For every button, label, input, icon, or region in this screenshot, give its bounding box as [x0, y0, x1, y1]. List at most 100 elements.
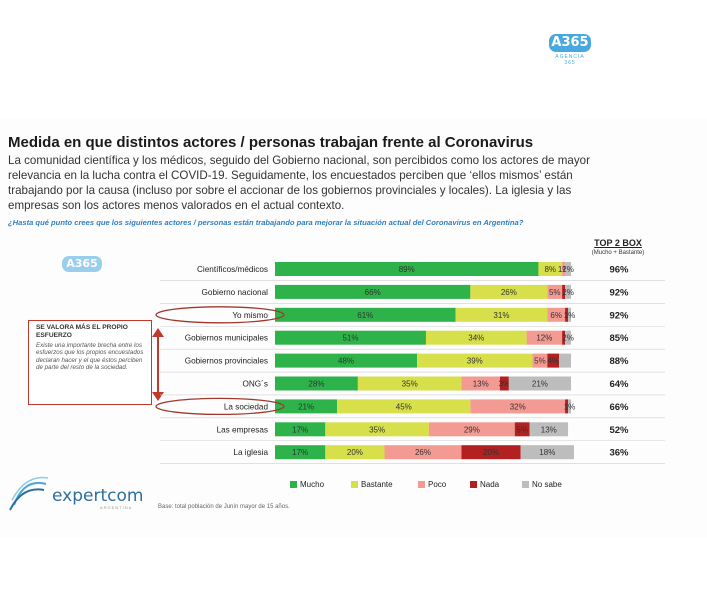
bar-value-label: 17% — [292, 425, 308, 434]
bar-value-label: 18% — [539, 448, 555, 457]
bar-segment-nada — [461, 445, 521, 460]
bar-value-label: 13% — [473, 380, 489, 389]
expertcom-logo-sub: ARGENTINA — [100, 505, 133, 510]
bar-value-label: 20% — [347, 448, 363, 457]
bar-value-label: 5% — [516, 425, 528, 434]
bar-segment-mucho — [275, 307, 456, 322]
slide-intro-text: La comunidad científica y los médicos, s… — [8, 154, 590, 212]
bar-segment-poco — [526, 330, 563, 345]
bar-segment-mucho — [275, 376, 358, 391]
top2-box-value: 92% — [609, 287, 629, 298]
agency-watermark-faded: A365 — [62, 256, 102, 272]
top2-box-value: 36% — [609, 448, 629, 459]
bar-segment-mucho — [275, 284, 471, 299]
bar-value-label: 35% — [369, 425, 385, 434]
category-label: Gobierno nacional — [202, 288, 269, 297]
slide-title: Medida en que distintos actores / person… — [8, 134, 534, 151]
bar-segment-mucho — [275, 445, 326, 460]
bar-segment-no-sabe — [565, 262, 571, 276]
bar-value-label: 2% — [562, 288, 574, 297]
bar-value-label: 26% — [501, 288, 517, 297]
bar-value-label: 12% — [536, 334, 552, 343]
category-label: Gobiernos provinciales — [185, 357, 268, 366]
bar-segment-no-sabe — [529, 422, 569, 437]
bar-segment-bastante — [455, 307, 548, 322]
bar-segment-mucho — [275, 399, 338, 414]
bar-value-label: 51% — [342, 334, 358, 343]
bar-segment-bastante — [538, 262, 563, 276]
base-note: Base: total población de Junín mayor de … — [158, 504, 290, 510]
survey-question: ¿Hasta qué punto crees que los siguiente… — [8, 218, 524, 227]
gap-arrow-up-icon — [152, 328, 164, 337]
bar-value-label: 32% — [510, 402, 526, 411]
category-label: Yo mismo — [232, 311, 268, 320]
bar-segment-no-sabe — [565, 284, 571, 299]
bar-segment-nada — [562, 284, 566, 299]
bar-segment-no-sabe — [559, 353, 571, 368]
bar-value-label: 2% — [562, 265, 574, 274]
bar-value-label: 26% — [415, 448, 431, 457]
legend-swatch — [522, 481, 529, 488]
bar-segment-no-sabe — [520, 445, 574, 460]
top2-box-value: 88% — [609, 356, 629, 367]
bar-segment-bastante — [425, 330, 527, 345]
bar-value-label: 21% — [298, 402, 314, 411]
bar-value-label: 45% — [396, 402, 412, 411]
callout-box — [28, 320, 152, 405]
bar-value-label: 66% — [365, 288, 381, 297]
top2-box-value: 92% — [609, 310, 629, 321]
bar-value-label: 2% — [562, 334, 574, 343]
bar-segment-bastante — [325, 445, 385, 460]
bar-value-label: 5% — [534, 357, 546, 366]
bar-segment-mucho — [275, 330, 426, 345]
agency-watermark-subtitle: AGENCIA 365 — [555, 54, 585, 66]
legend-label: Bastante — [361, 480, 393, 489]
bar-value-label: 17% — [292, 448, 308, 457]
bar-value-label: 21% — [532, 380, 548, 389]
top2-box-value: 85% — [609, 333, 629, 344]
bar-value-label: 89% — [399, 265, 415, 274]
bar-segment-nada — [499, 376, 509, 391]
bar-value-label: 31% — [493, 311, 509, 320]
bar-segment-mucho — [275, 262, 539, 276]
bar-value-label: 1% — [558, 265, 570, 274]
bar-value-label: 6% — [550, 311, 562, 320]
bar-value-label: 34% — [468, 334, 484, 343]
gap-arrow-line — [157, 334, 159, 394]
bar-segment-bastante — [325, 422, 429, 437]
legend-label: No sabe — [532, 480, 562, 489]
highlight-ellipse — [155, 397, 285, 416]
bar-value-label: 35% — [402, 380, 418, 389]
callout-title: SE VALORA MÁS EL PROPIO ESFUERZO — [36, 324, 128, 339]
top2-box-subheader: (Mucho + Bastante) — [591, 250, 645, 256]
bar-segment-poco — [547, 284, 563, 299]
bar-value-label: 13% — [541, 425, 557, 434]
gap-arrow-down-icon — [152, 392, 164, 401]
expertcom-logo-swirl-icon — [9, 476, 49, 511]
callout-body: Existe una importante brecha entre los e… — [36, 342, 144, 372]
category-label: La iglesia — [233, 448, 268, 457]
bar-segment-no-sabe — [508, 376, 571, 391]
bar-segment-poco — [461, 376, 500, 391]
bar-value-label: 1% — [564, 311, 576, 320]
bar-segment-bastante — [357, 376, 462, 391]
category-label: Gobiernos municipales — [185, 334, 268, 343]
legend-label: Mucho — [300, 480, 325, 489]
highlight-ellipse — [155, 306, 285, 324]
bar-value-label: 61% — [357, 311, 373, 320]
bar-value-label: 39% — [467, 357, 483, 366]
legend-swatch — [351, 481, 358, 488]
bar-segment-nada — [565, 399, 569, 414]
bar-value-label: 1% — [564, 402, 576, 411]
bar-segment-nada — [562, 330, 566, 345]
bar-segment-mucho — [275, 422, 326, 437]
bar-segment-bastante — [470, 284, 548, 299]
legend-swatch — [470, 481, 477, 488]
bar-value-label: 5% — [549, 288, 561, 297]
bar-segment-no-sabe — [568, 307, 571, 322]
bar-segment-no-sabe — [565, 330, 571, 345]
category-label: La sociedad — [224, 402, 269, 411]
legend-swatch — [290, 481, 297, 488]
category-label: Científicos/médicos — [197, 265, 268, 274]
